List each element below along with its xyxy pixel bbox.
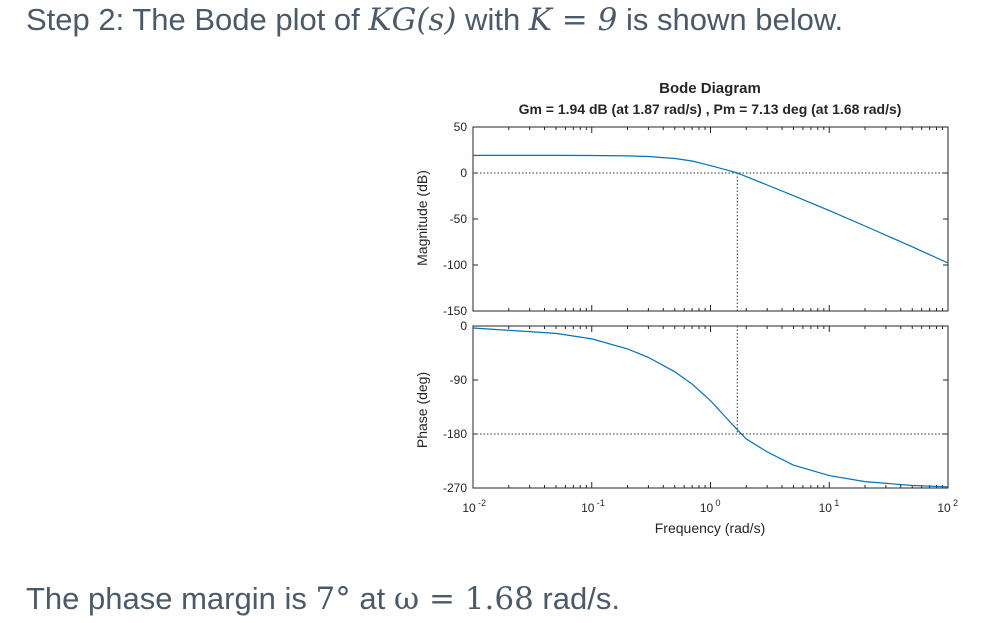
y-tick-label: -180 xyxy=(443,427,467,441)
x-tick-label: 10 xyxy=(462,501,476,515)
chart-subtitle: Gm = 1.94 dB (at 1.87 rad/s) , Pm = 7.13… xyxy=(519,101,902,117)
phase-tick-labels: 0 -90 -180 -270 xyxy=(443,319,949,495)
magnitude-axes xyxy=(472,126,949,312)
x-tick-exponent: 0 xyxy=(716,498,721,508)
phase-margin-statement: The phase margin is 7° at ω = 1.68 rad/s… xyxy=(26,581,620,617)
x-tick-exponent: -1 xyxy=(597,498,605,508)
y-tick-label: -270 xyxy=(443,481,467,495)
footer-pm-math: 7° xyxy=(315,581,351,617)
heading-kg-math: KG(s) xyxy=(368,2,457,38)
magnitude-ylabel: Magnitude (dB) xyxy=(414,170,430,266)
y-tick-label: -50 xyxy=(450,212,468,226)
x-tick-labels: 10 -2 10 -1 10 0 10 1 10 2 xyxy=(462,498,958,515)
footer-prefix: The phase margin is xyxy=(26,581,316,616)
chart-title: Bode Diagram xyxy=(659,80,761,97)
x-tick-exponent: -2 xyxy=(478,498,486,508)
heading-k-math: K = 9 xyxy=(528,2,618,38)
y-tick-label: 0 xyxy=(460,166,467,180)
y-tick-label: 50 xyxy=(454,120,468,134)
y-tick-label: -150 xyxy=(443,304,467,318)
phase-series-line xyxy=(472,327,949,488)
x-tick-label: 10 xyxy=(937,501,951,515)
y-tick-label: -100 xyxy=(443,258,467,272)
magnitude-tick-labels: 50 0 -50 -100 -150 xyxy=(443,120,949,318)
x-tick-exponent: 2 xyxy=(953,498,958,508)
step-heading: Step 2: The Bode plot of KG(s) with K = … xyxy=(26,2,843,38)
x-tick-label: 10 xyxy=(581,501,595,515)
phase-ylabel: Phase (deg) xyxy=(414,372,430,448)
footer-at: at xyxy=(350,581,394,616)
footer-omega-math: ω = 1.68 xyxy=(393,581,534,617)
x-tick-label: 10 xyxy=(819,501,833,515)
footer-suffix: rad/s. xyxy=(533,581,620,616)
x-tick-label: 10 xyxy=(700,501,714,515)
heading-prefix: Step 2: The Bode plot of xyxy=(26,2,369,37)
x-tick-exponent: 1 xyxy=(834,498,839,508)
phase-axes xyxy=(472,325,949,489)
x-axis-label: Frequency (rad/s) xyxy=(655,520,765,536)
heading-suffix: is shown below. xyxy=(617,2,844,37)
y-tick-label: 0 xyxy=(460,319,467,333)
y-tick-label: -90 xyxy=(450,373,468,387)
magnitude-series-line xyxy=(473,154,949,264)
heading-with: with xyxy=(456,2,529,37)
